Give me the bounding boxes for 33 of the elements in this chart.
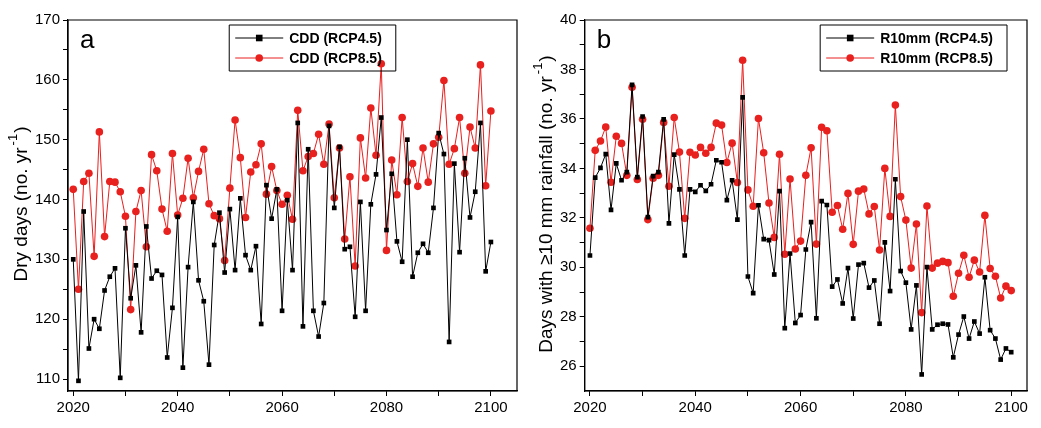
- y-tick-label: 170: [35, 10, 61, 28]
- y-tick-label: 34: [560, 158, 577, 176]
- y-axis-title: Days with ≥10 mm rainfall (no. yr-1): [529, 55, 557, 353]
- x-tick-label: 2040: [160, 398, 195, 416]
- y-tick-label: 26: [560, 356, 577, 374]
- y-axis-title: Dry days (no. yr-1): [4, 126, 32, 282]
- x-tick-label: 2020: [573, 398, 607, 416]
- y-tick-label: 110: [36, 369, 61, 387]
- annotation: b: [596, 24, 612, 55]
- y-tick-label: 36: [560, 109, 577, 127]
- x-tick-label: 2040: [678, 398, 712, 416]
- y-tick-label: 28: [560, 306, 577, 324]
- x-tick-label: 2060: [783, 398, 818, 416]
- legend-label: CDD (RCP4.5): [289, 29, 382, 46]
- x-tick-label: 2060: [265, 398, 299, 416]
- y-tick-label: 140: [35, 189, 61, 207]
- y-tick-label: 130: [35, 249, 61, 267]
- x-tick-label: 2020: [56, 398, 90, 416]
- y-tick-label: 40: [560, 10, 577, 28]
- y-tick-label: 38: [560, 59, 577, 77]
- y-tick-label: 150: [35, 129, 61, 147]
- y-tick-label: 120: [35, 309, 61, 327]
- x-tick-label: 2080: [369, 398, 404, 416]
- x-tick-label: 2100: [994, 398, 1028, 416]
- legend-label: R10mm (RCP4.5): [880, 29, 994, 46]
- x-tick-label: 2100: [474, 398, 508, 416]
- y-tick-label: 32: [560, 208, 577, 226]
- annotation: a: [80, 24, 96, 55]
- y-tick-label: 30: [560, 257, 577, 275]
- x-tick-label: 2080: [889, 398, 923, 416]
- legend-label: R10mm (RCP8.5): [880, 49, 994, 66]
- y-tick-label: 160: [35, 69, 61, 87]
- legend-label: CDD (RCP8.5): [289, 49, 382, 66]
